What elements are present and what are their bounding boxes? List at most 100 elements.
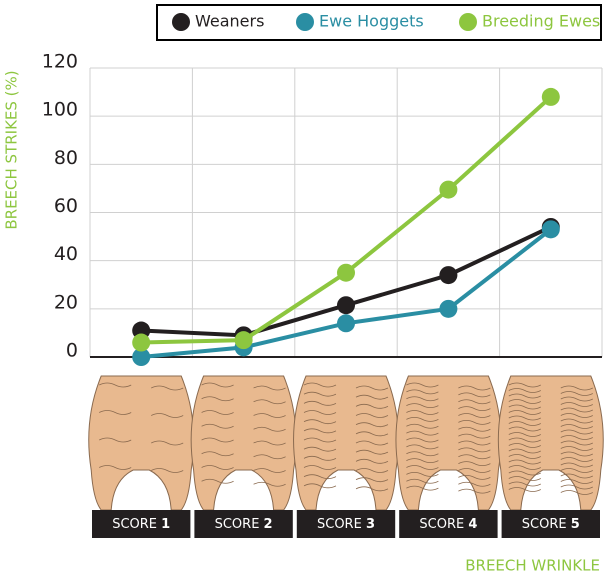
wrinkle	[303, 400, 389, 409]
wrinkle	[201, 423, 286, 432]
wrinkle	[508, 448, 593, 457]
sheep-breech	[190, 375, 297, 511]
wrinkle	[508, 459, 593, 468]
score-number: 5	[571, 517, 580, 532]
wrinkle	[406, 437, 491, 446]
wrinkle	[201, 382, 286, 391]
wrinkle	[406, 396, 491, 405]
wrinkle	[406, 403, 491, 412]
wrinkle	[303, 483, 389, 492]
score-number: 4	[468, 517, 477, 532]
wrinkle	[201, 465, 286, 473]
score-number: 1	[161, 517, 170, 532]
wrinkle	[303, 465, 389, 473]
score-number: 3	[366, 517, 375, 532]
data-point	[439, 180, 458, 199]
x-tick-label: SCORE 2	[215, 517, 273, 532]
wrinkle	[508, 487, 593, 495]
x-tick-label: SCORE 3	[317, 517, 375, 532]
wrinkle	[508, 382, 593, 391]
wrinkle	[303, 419, 389, 428]
data-point	[541, 220, 560, 239]
data-point	[132, 348, 151, 366]
wrinkle	[406, 465, 491, 473]
y-tick-label: 0	[66, 340, 78, 362]
legend-label: Weaners	[195, 12, 264, 31]
wrinkle	[508, 404, 593, 413]
y-tick-label: 120	[42, 51, 78, 73]
wrinkle	[303, 410, 389, 418]
wrinkle	[406, 478, 491, 487]
wrinkle	[406, 444, 491, 453]
y-tick-label: 20	[54, 291, 78, 313]
y-tick-label: 40	[54, 243, 78, 265]
wrinkle	[303, 474, 389, 483]
wrinkle	[201, 410, 286, 418]
wrinkle	[303, 446, 389, 455]
y-tick-label: 60	[54, 195, 78, 217]
data-point	[337, 314, 355, 333]
score-bar	[501, 510, 600, 538]
wrinkle	[508, 393, 593, 402]
data-point	[439, 299, 458, 318]
wrinkle	[508, 481, 593, 490]
wrinkle	[99, 437, 184, 446]
wrinkle	[406, 451, 491, 460]
wrinkle	[508, 454, 593, 462]
y-tick-label: 100	[42, 99, 78, 121]
score-number: 2	[264, 517, 273, 532]
wrinkle	[508, 437, 593, 446]
series-line	[141, 227, 553, 359]
score-prefix: SCORE	[112, 517, 157, 532]
wrinkle	[508, 388, 593, 396]
data-point	[541, 87, 560, 106]
wrinkle	[201, 451, 286, 460]
wrinkle	[508, 476, 593, 484]
wrinkle	[303, 437, 389, 446]
legend-marker	[172, 13, 190, 31]
sheep-breech	[395, 375, 502, 511]
legend-box	[156, 4, 602, 41]
data-point	[439, 266, 458, 285]
wrinkle	[406, 430, 491, 439]
score-bar	[399, 510, 498, 538]
wrinkle	[406, 382, 491, 391]
score-prefix: SCORE	[317, 517, 362, 532]
x-tick-label: SCORE 4	[419, 517, 477, 532]
sheep-breech	[88, 375, 195, 511]
wrinkle	[201, 478, 286, 487]
x-axis-label: BREECH WRINKLE	[465, 557, 600, 575]
score-bar	[194, 510, 293, 538]
wrinkle	[508, 443, 593, 451]
wrinkle	[303, 455, 389, 464]
legend-marker	[459, 13, 477, 31]
x-tick-label: SCORE 1	[112, 517, 170, 532]
wrinkle	[99, 382, 184, 391]
legend-marker	[296, 13, 314, 31]
score-prefix: SCORE	[522, 517, 567, 532]
x-tick-label: SCORE 5	[522, 517, 580, 532]
wrinkle	[508, 426, 593, 435]
wrinkle	[406, 416, 491, 425]
data-point	[337, 263, 355, 282]
wrinkle	[508, 399, 593, 407]
y-tick-label: 80	[54, 147, 78, 169]
wrinkle	[508, 465, 593, 473]
score-prefix: SCORE	[419, 517, 464, 532]
wrinkle	[508, 421, 593, 429]
wrinkle	[406, 389, 491, 398]
score-prefix: SCORE	[215, 517, 260, 532]
score-bar	[92, 510, 191, 538]
data-point	[132, 333, 151, 352]
wrinkle	[303, 391, 389, 400]
wrinkle	[406, 485, 491, 494]
wrinkle	[406, 423, 491, 432]
wrinkle	[99, 465, 184, 473]
wrinkle	[406, 458, 491, 467]
wrinkle	[508, 415, 593, 424]
legend-label: Ewe Hoggets	[319, 12, 424, 31]
wrinkle	[508, 470, 593, 479]
wrinkle	[201, 437, 286, 446]
wrinkle	[508, 432, 593, 440]
